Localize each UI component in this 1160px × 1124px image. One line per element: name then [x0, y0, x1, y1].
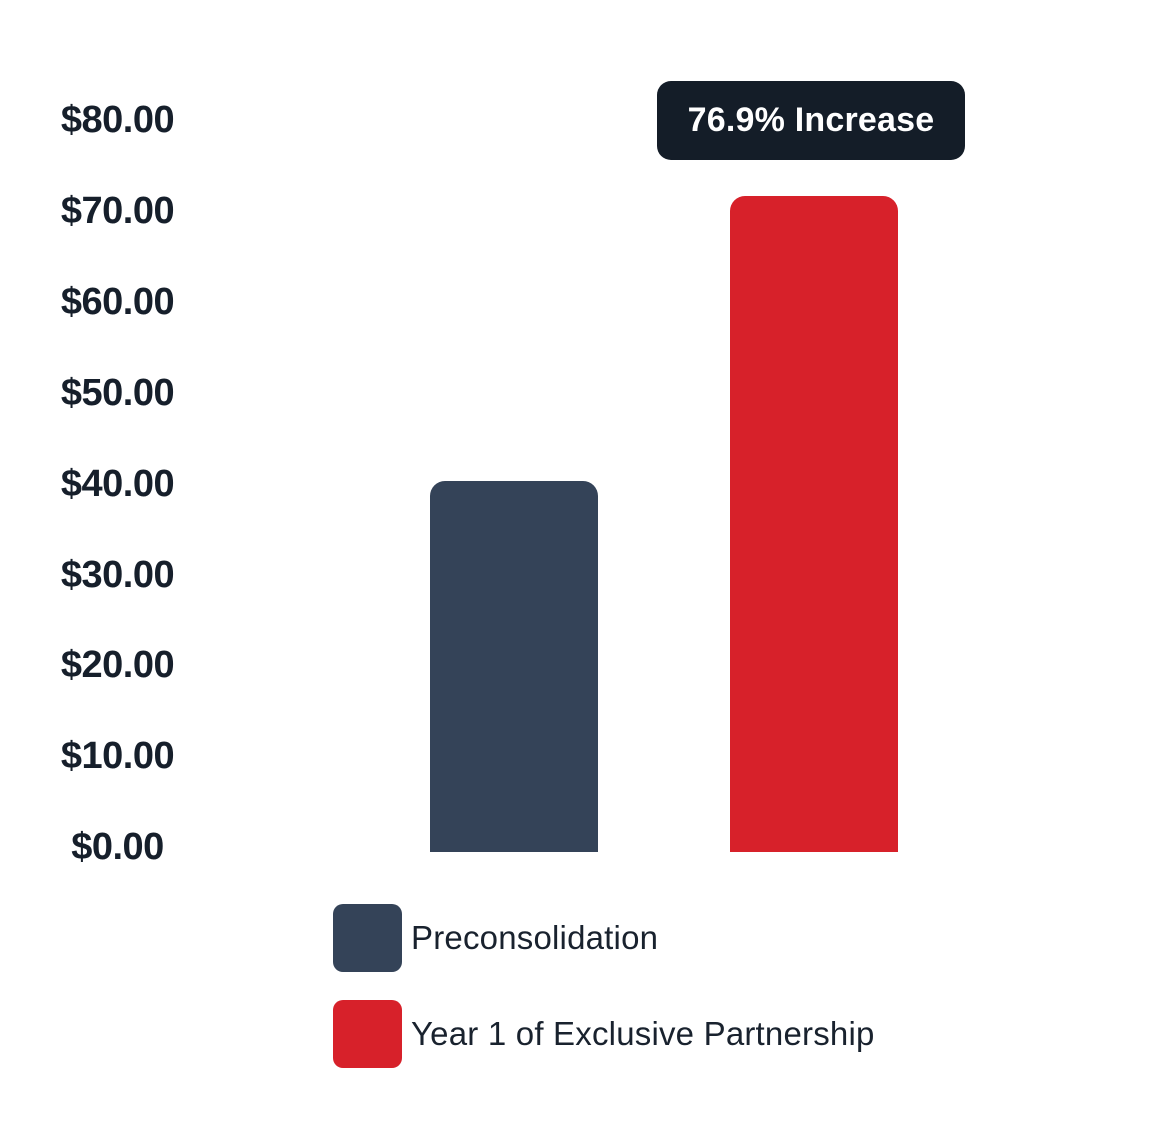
- increase-badge: 76.9% Increase: [657, 81, 965, 160]
- legend-label-preconsolidation: Preconsolidation: [411, 919, 659, 956]
- y-axis-tick-label: $50.00: [60, 372, 175, 414]
- y-axis-tick-label: $0.00: [71, 826, 164, 868]
- y-axis-tick-label: $30.00: [60, 554, 175, 596]
- legend-swatch-year1-exclusive-partnership: [333, 1000, 402, 1068]
- y-axis-tick-label: $10.00: [60, 735, 175, 777]
- legend-item-year1-exclusive-partnership: Year 1 of Exclusive Partnership: [333, 1000, 875, 1068]
- y-axis-tick-label: $70.00: [60, 190, 175, 232]
- y-axis-tick-label: $40.00: [60, 463, 175, 505]
- y-axis-tick-label: $60.00: [60, 281, 175, 323]
- legend-swatch-preconsolidation: [333, 904, 402, 972]
- y-axis-tick-label: $80.00: [60, 99, 175, 141]
- legend-item-preconsolidation: Preconsolidation: [333, 904, 658, 972]
- legend-label-year1-exclusive-partnership: Year 1 of Exclusive Partnership: [411, 1015, 875, 1052]
- bar-preconsolidation: [430, 481, 598, 852]
- bar-year1-exclusive-partnership: [730, 196, 898, 852]
- increase-badge-label: 76.9% Increase: [687, 101, 935, 139]
- y-axis-tick-label: $20.00: [60, 644, 175, 686]
